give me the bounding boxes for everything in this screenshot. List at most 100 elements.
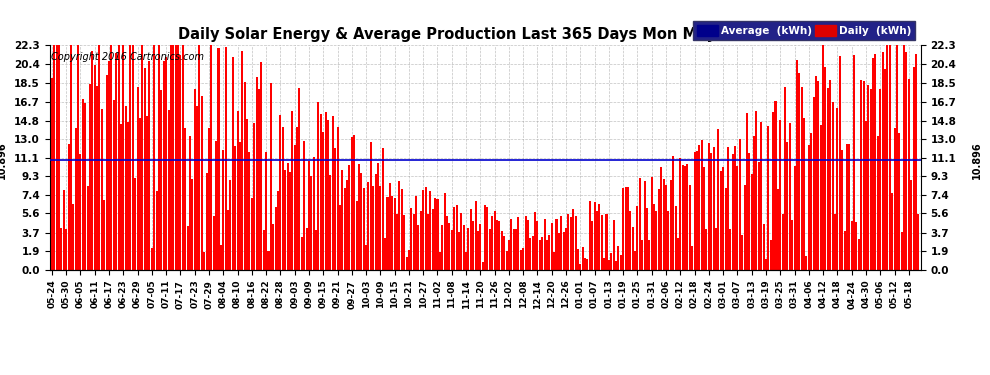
Bar (267, 251, 269, 270)
Bar (653, 204, 655, 270)
Bar (879, 89, 881, 270)
Bar (101, 109, 103, 270)
Bar (791, 220, 793, 270)
Bar (174, 45, 176, 270)
Bar (701, 140, 703, 270)
Bar (765, 259, 767, 270)
Bar (458, 232, 460, 270)
Bar (572, 210, 574, 270)
Bar (213, 216, 215, 270)
Bar (508, 240, 510, 270)
Bar (467, 228, 469, 270)
Bar (472, 221, 474, 270)
Bar (208, 128, 210, 270)
Bar (265, 152, 267, 270)
Bar (296, 127, 298, 270)
Bar (360, 173, 362, 270)
Bar (391, 196, 393, 270)
Title: Daily Solar Energy & Average Production Last 365 Days Mon May 23 20:12: Daily Solar Energy & Average Production … (177, 27, 793, 42)
Bar (339, 205, 341, 270)
Bar (320, 114, 322, 270)
Bar (279, 115, 281, 270)
Bar (446, 216, 448, 270)
Bar (606, 214, 608, 270)
Bar (206, 173, 208, 270)
Bar (872, 58, 874, 270)
Bar (691, 246, 693, 270)
Bar (734, 146, 736, 270)
Bar (625, 187, 627, 270)
Bar (153, 45, 155, 270)
Bar (313, 158, 315, 270)
Bar (770, 240, 772, 270)
Bar (574, 216, 576, 270)
Bar (591, 221, 593, 270)
Bar (806, 256, 808, 270)
Bar (58, 45, 60, 270)
Bar (898, 134, 900, 270)
Bar (818, 81, 820, 270)
Bar (745, 113, 748, 270)
Bar (908, 79, 910, 270)
Bar (432, 209, 434, 270)
Bar (232, 57, 234, 270)
Bar (657, 189, 660, 270)
Bar (820, 125, 822, 270)
Bar (434, 198, 437, 270)
Bar (372, 186, 374, 270)
Bar (374, 174, 376, 270)
Bar (627, 187, 629, 270)
Bar (82, 99, 84, 270)
Bar (748, 153, 750, 270)
Bar (437, 199, 439, 270)
Bar (358, 165, 360, 270)
Bar (401, 189, 403, 270)
Bar (522, 248, 524, 270)
Bar (291, 111, 293, 270)
Bar (703, 167, 705, 270)
Bar (194, 89, 196, 270)
Bar (272, 224, 274, 270)
Bar (274, 207, 276, 270)
Bar (848, 144, 850, 270)
Bar (779, 120, 781, 270)
Bar (165, 57, 167, 270)
Bar (96, 86, 98, 270)
Bar (834, 214, 836, 270)
Bar (889, 45, 891, 270)
Bar (235, 146, 237, 270)
Bar (186, 226, 188, 270)
Bar (677, 238, 679, 270)
Bar (855, 222, 857, 270)
Bar (189, 135, 191, 270)
Bar (498, 221, 500, 270)
Bar (830, 80, 832, 270)
Bar (415, 196, 417, 270)
Bar (689, 186, 691, 270)
Bar (857, 239, 860, 270)
Bar (686, 164, 688, 270)
Bar (455, 205, 457, 270)
Bar (453, 207, 455, 270)
Bar (335, 148, 337, 270)
Bar (182, 45, 184, 270)
Bar (177, 45, 179, 270)
Bar (422, 190, 425, 270)
Bar (406, 257, 408, 270)
Bar (218, 48, 220, 270)
Bar (70, 45, 72, 270)
Bar (394, 198, 396, 270)
Bar (50, 78, 52, 270)
Bar (620, 255, 622, 270)
Bar (506, 251, 508, 270)
Bar (115, 53, 117, 270)
Bar (370, 142, 372, 270)
Bar (532, 236, 534, 270)
Bar (520, 250, 522, 270)
Bar (158, 45, 160, 270)
Bar (77, 45, 79, 270)
Bar (308, 161, 310, 270)
Bar (420, 211, 422, 270)
Bar (325, 112, 327, 270)
Bar (727, 147, 729, 270)
